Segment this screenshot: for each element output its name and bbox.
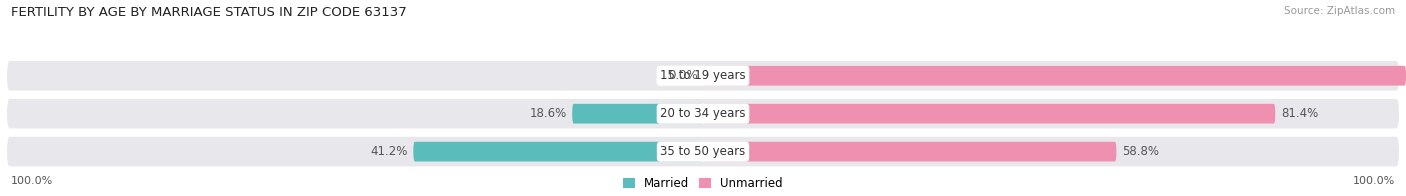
Text: 100.0%: 100.0% — [1353, 176, 1395, 186]
Text: 20 to 34 years: 20 to 34 years — [661, 107, 745, 120]
FancyBboxPatch shape — [7, 99, 1399, 128]
Text: 58.8%: 58.8% — [1122, 145, 1159, 158]
Text: 100.0%: 100.0% — [11, 176, 53, 186]
Text: 18.6%: 18.6% — [530, 107, 567, 120]
Text: 35 to 50 years: 35 to 50 years — [661, 145, 745, 158]
Text: Source: ZipAtlas.com: Source: ZipAtlas.com — [1284, 6, 1395, 16]
Text: 15 to 19 years: 15 to 19 years — [661, 69, 745, 82]
FancyBboxPatch shape — [703, 66, 1406, 86]
FancyBboxPatch shape — [7, 61, 1399, 91]
Legend: Married, Unmarried: Married, Unmarried — [623, 177, 783, 190]
FancyBboxPatch shape — [413, 142, 703, 162]
FancyBboxPatch shape — [703, 104, 1275, 123]
FancyBboxPatch shape — [703, 142, 1116, 162]
FancyBboxPatch shape — [7, 137, 1399, 166]
Text: 81.4%: 81.4% — [1281, 107, 1317, 120]
Text: FERTILITY BY AGE BY MARRIAGE STATUS IN ZIP CODE 63137: FERTILITY BY AGE BY MARRIAGE STATUS IN Z… — [11, 6, 406, 19]
FancyBboxPatch shape — [572, 104, 703, 123]
Text: 0.0%: 0.0% — [668, 69, 697, 82]
Text: 41.2%: 41.2% — [370, 145, 408, 158]
